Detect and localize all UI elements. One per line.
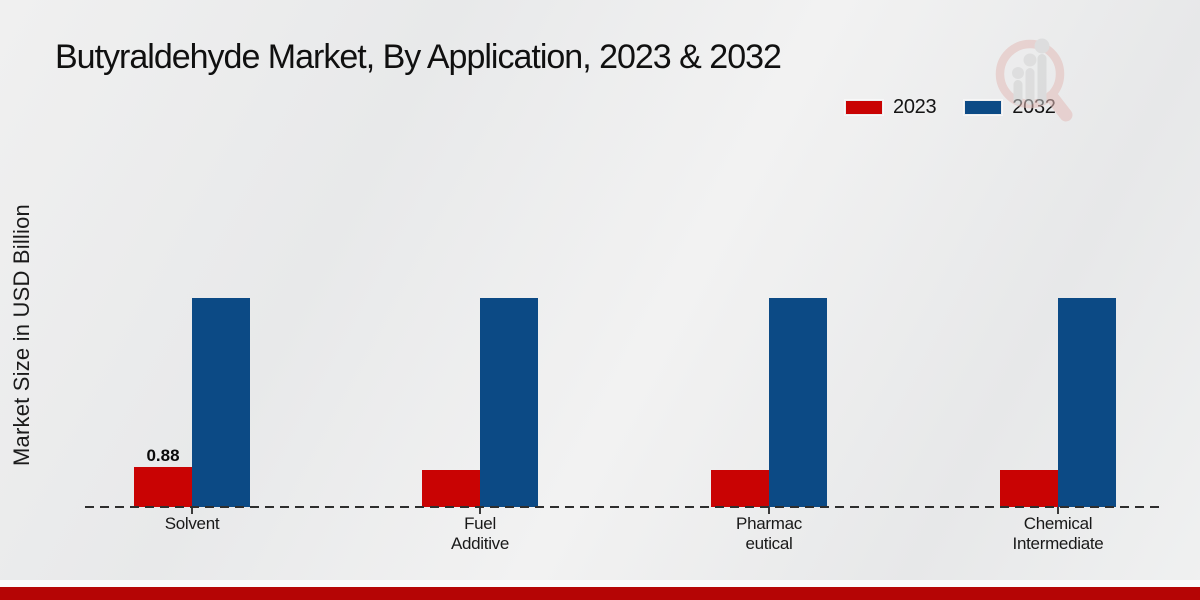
legend-swatch-2023-icon	[845, 100, 883, 115]
chart-title: Butyraldehyde Market, By Application, 20…	[55, 38, 782, 76]
legend-item-2023: 2023	[845, 96, 937, 119]
bar-2023-pharmaceutical	[711, 470, 769, 507]
x-axis-tick	[191, 507, 193, 514]
bar-2023-chemical-intermediate	[1000, 470, 1058, 507]
legend-swatch-2032-icon	[964, 100, 1003, 115]
footer-red-bar	[0, 587, 1200, 600]
category-label-pharmaceutical: Pharmac eutical	[736, 514, 802, 553]
category-label-fuel-additive: Fuel Additive	[450, 514, 510, 553]
y-axis-label: Market Size in USD Billion	[9, 204, 34, 466]
bar-2032-fuel-additive	[480, 298, 538, 507]
category-label-solvent: Solvent	[164, 514, 220, 533]
footer-light-strip	[0, 580, 1200, 587]
bar-2032-pharmaceutical	[769, 298, 827, 507]
magnifier-growth-chart-icon	[995, 38, 1073, 122]
x-axis-tick	[479, 507, 481, 514]
x-axis-tick	[768, 507, 770, 514]
category-label-chemical-intermediate: Chemical Intermediate	[1012, 514, 1104, 553]
bar-2032-chemical-intermediate	[1058, 298, 1116, 507]
x-axis-tick	[1057, 507, 1059, 514]
bar-value-label: 0.88	[146, 446, 180, 465]
bar-2023-solvent	[134, 467, 192, 507]
legend-label-2023: 2023	[893, 96, 937, 118]
bar-2032-solvent	[192, 298, 250, 507]
bar-2023-fuel-additive	[422, 470, 480, 507]
x-axis-dashed-line	[85, 506, 1163, 508]
